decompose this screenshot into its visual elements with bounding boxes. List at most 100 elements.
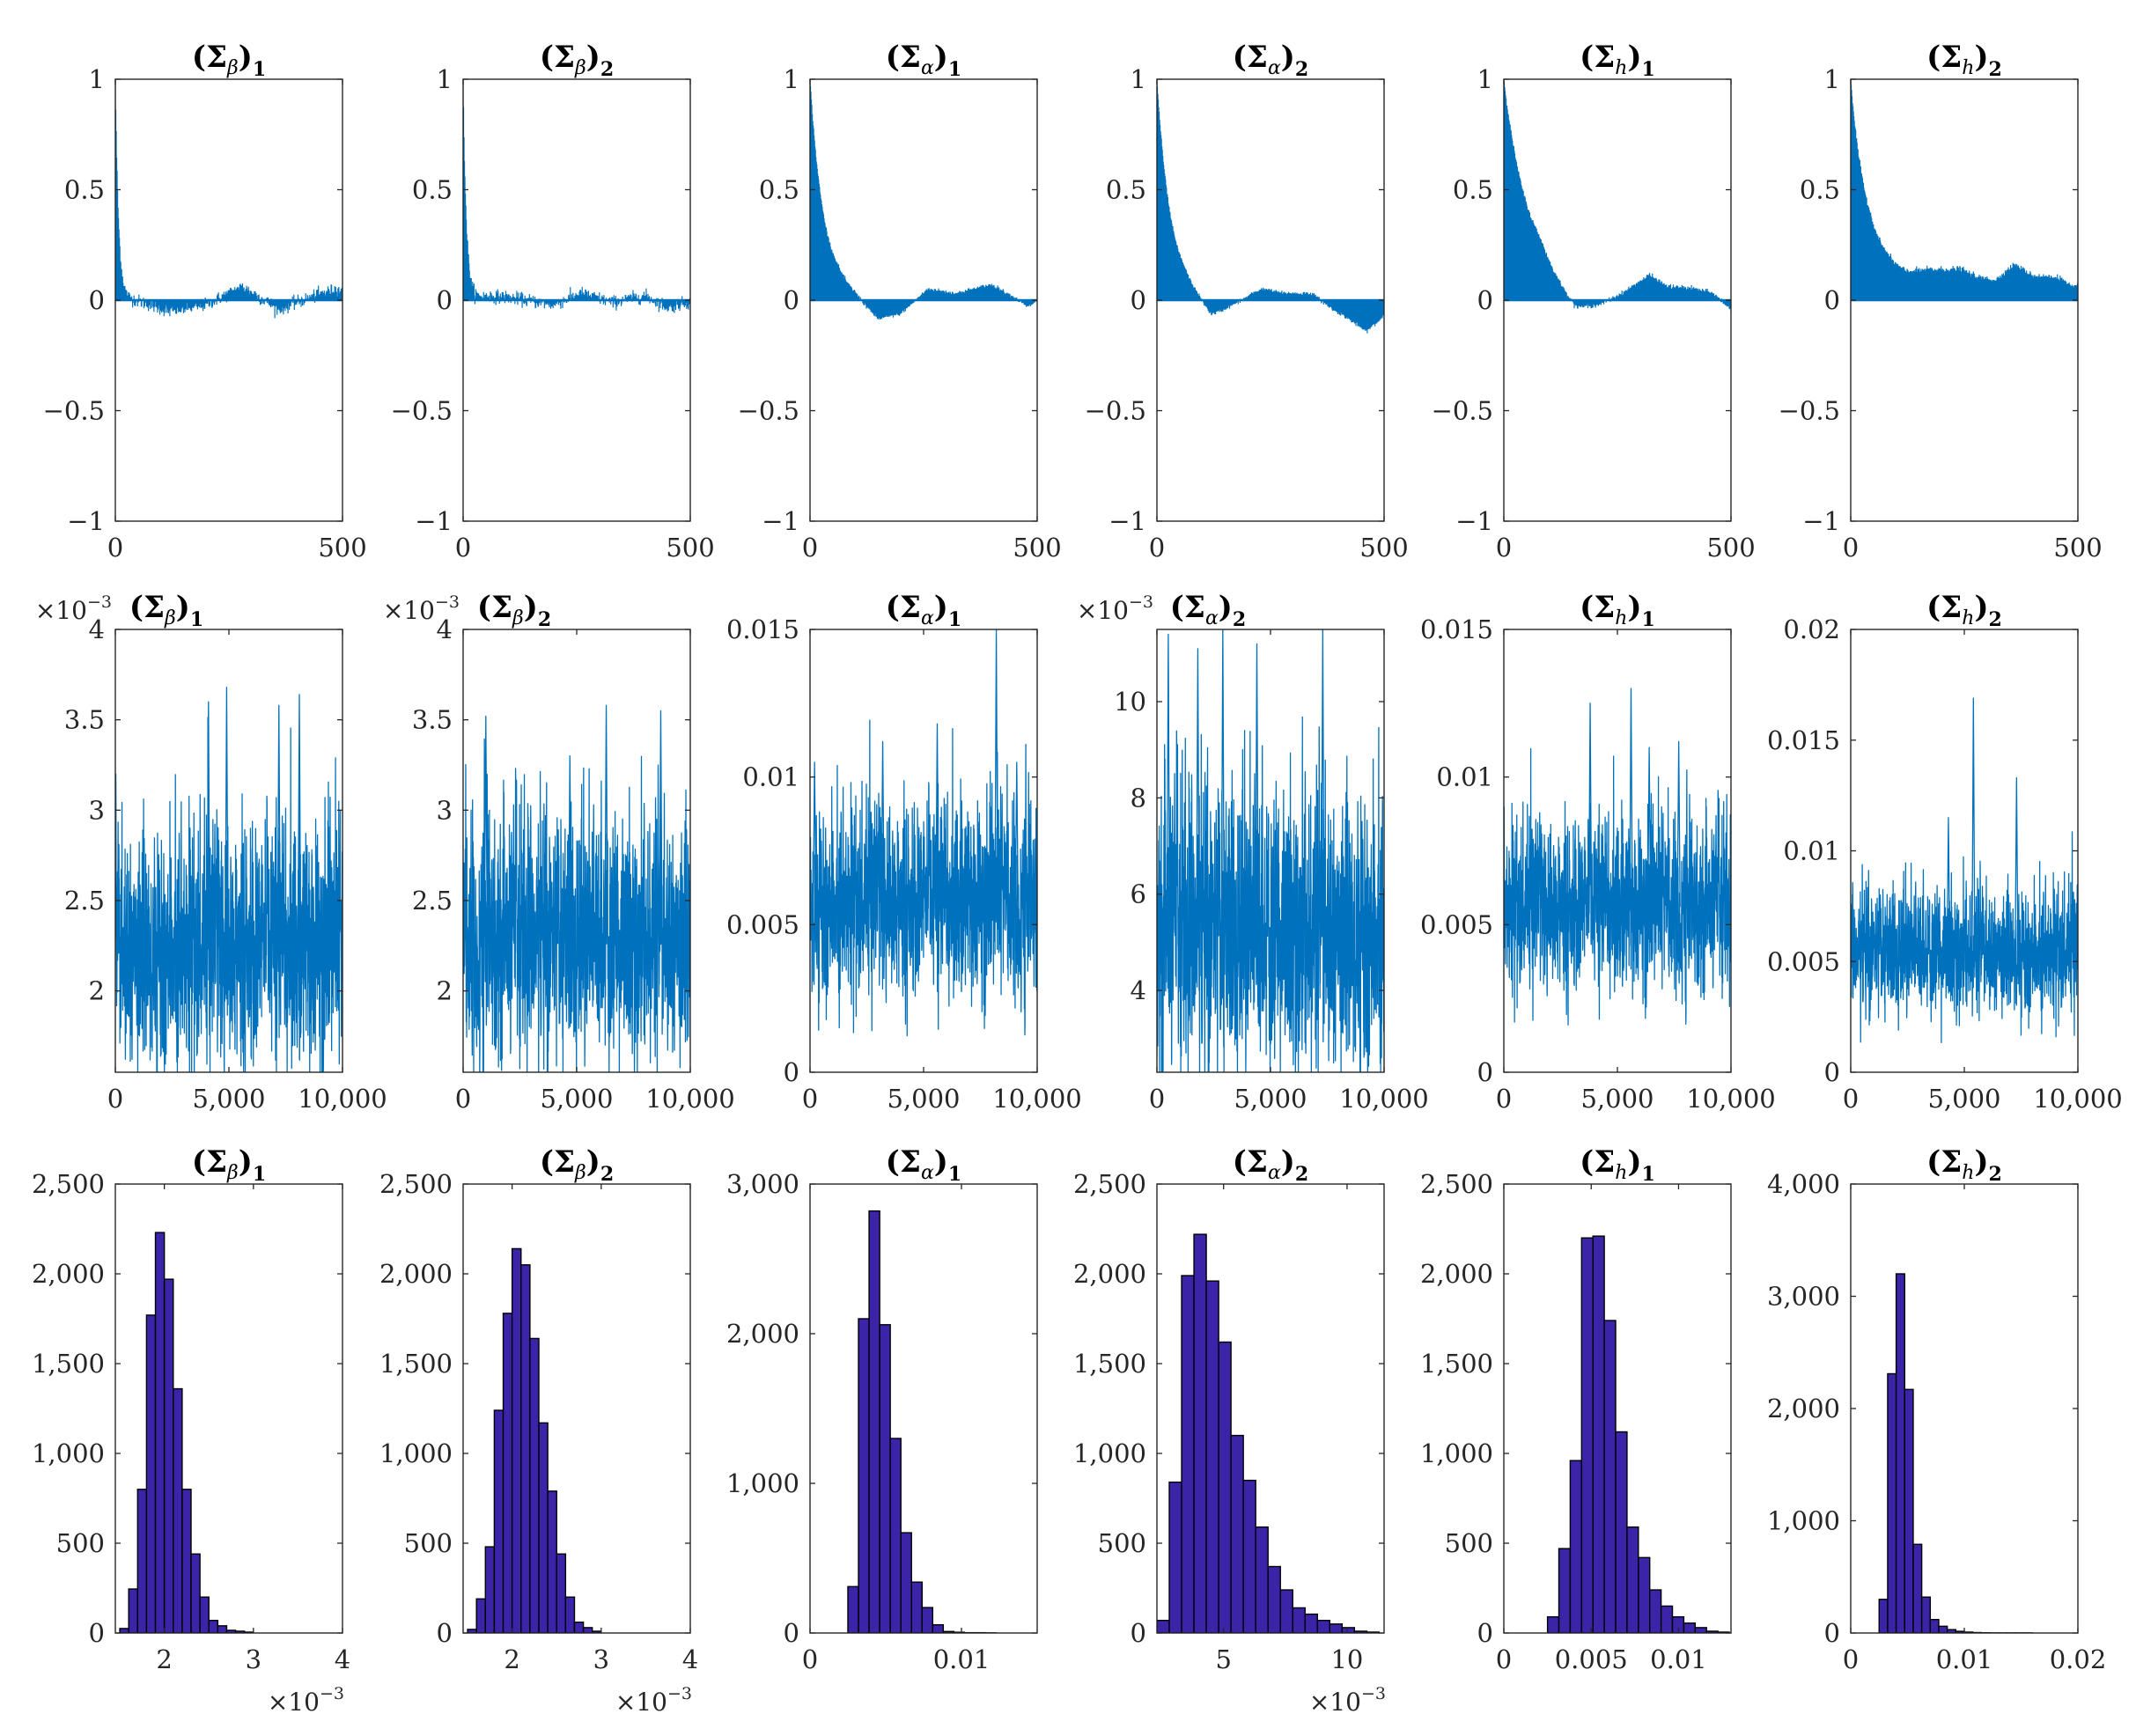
title-index: 2 xyxy=(1295,58,1308,81)
plot-area xyxy=(1504,79,1731,313)
axes-frame xyxy=(1850,1183,2079,1634)
y-tick-label: −1 xyxy=(1109,506,1146,536)
x-tick-label: 0 xyxy=(802,533,818,563)
histogram-bar xyxy=(1255,1526,1269,1633)
histogram-bar xyxy=(1638,1556,1651,1633)
title-subscript: α xyxy=(1268,57,1281,79)
title-subscript: h xyxy=(1615,57,1627,79)
panel-title: (Σβ)1 xyxy=(192,1144,266,1186)
y-tick-label: −1 xyxy=(415,506,453,536)
histogram-bar xyxy=(154,1232,166,1633)
histogram-bar xyxy=(1558,1548,1572,1633)
title-index: 2 xyxy=(1989,1163,2002,1186)
x-tick-label: 500 xyxy=(1013,533,1061,563)
title-symbol: Σ xyxy=(1594,40,1615,75)
chart-trace-panel-3: 0 0.005 0.01 0.015 0 5,000 10,000 (Σα)1 xyxy=(726,590,1082,1114)
title-subscript: h xyxy=(1962,607,1974,629)
title-subscript: α xyxy=(1205,607,1219,629)
y-tick-label: −1 xyxy=(67,506,105,536)
title-index: 2 xyxy=(600,58,614,81)
chart-trace-panel-6: 0 0.005 0.01 0.015 0.02 0 5,000 10,000 (Σh)2 xyxy=(1767,590,2123,1114)
y-tick-label: −0.5 xyxy=(43,396,105,426)
panel-title: (Σh)1 xyxy=(1580,40,1655,81)
y-tick-label: 3 xyxy=(89,795,105,825)
y-tick-label: 1,500 xyxy=(1420,1349,1493,1379)
x-tick-label: 10,000 xyxy=(645,1084,734,1114)
y-tick-label: 0 xyxy=(1477,1618,1493,1648)
y-tick-label: 1 xyxy=(437,64,453,94)
plot-area xyxy=(1851,79,2078,302)
histogram-bar xyxy=(1181,1275,1195,1633)
title-subscript: β xyxy=(164,607,176,629)
histogram-bar xyxy=(932,1623,945,1633)
histogram-bar xyxy=(1569,1460,1583,1633)
y-tick-label: 0 xyxy=(437,285,453,315)
histogram-bar xyxy=(1895,1273,1905,1633)
y-tick-label: 0.01 xyxy=(1436,762,1493,792)
title-symbol: Σ xyxy=(206,40,227,75)
y-tick-label: 1 xyxy=(89,64,105,94)
x-tick-label: 10,000 xyxy=(298,1084,387,1114)
x-tick-label: 0.01 xyxy=(1650,1644,1707,1674)
axis-exponent-label: ×10−3 xyxy=(1309,1684,1386,1717)
title-symbol: Σ xyxy=(900,590,921,625)
histogram-bar xyxy=(208,1620,219,1633)
histogram-bar xyxy=(847,1585,859,1633)
x-tick-label: 500 xyxy=(1706,533,1755,563)
y-tick-label: 1,000 xyxy=(32,1438,105,1468)
histogram-bar xyxy=(475,1598,486,1633)
title-index: 2 xyxy=(1989,608,2002,631)
x-tick-label: 0 xyxy=(107,533,123,563)
title-index: 1 xyxy=(1642,1163,1655,1186)
x-tick-label: 0.02 xyxy=(2050,1644,2107,1674)
title-symbol: Σ xyxy=(1247,1144,1268,1180)
y-tick-label: 500 xyxy=(56,1528,105,1558)
histogram-bar xyxy=(181,1489,192,1633)
y-tick-label: 2 xyxy=(437,976,453,1006)
y-tick-label: 500 xyxy=(404,1528,453,1558)
chart-autocorrelation-panel-4: 10.50−0.5−10 500(Σα)2 xyxy=(1085,40,1409,563)
y-tick-label: 0.5 xyxy=(64,175,105,205)
plot-area xyxy=(810,629,1037,1037)
trace-series xyxy=(1504,688,1731,1026)
x-tick-label: 0 xyxy=(1843,533,1859,563)
acf-stems xyxy=(1157,79,1384,334)
y-tick-label: 0 xyxy=(1477,1057,1493,1087)
histogram-bar xyxy=(1341,1627,1356,1633)
panel-title: (Σh)2 xyxy=(1926,590,2002,631)
y-tick-label: 1,500 xyxy=(1073,1349,1146,1379)
panel-title: (Σh)2 xyxy=(1926,1144,2002,1186)
y-tick-label: 10 xyxy=(1114,687,1146,717)
y-tick-label: 4 xyxy=(437,614,453,644)
histogram-bar xyxy=(556,1553,567,1633)
y-tick-label: 2,500 xyxy=(1073,1169,1146,1199)
histogram-bar xyxy=(1683,1622,1697,1633)
title-subscript: α xyxy=(921,57,934,79)
title-index: 1 xyxy=(1642,58,1655,81)
y-tick-label: 0 xyxy=(1824,1057,1840,1087)
y-tick-label: 1 xyxy=(1477,64,1493,94)
y-tick-label: 0 xyxy=(1477,285,1493,315)
x-tick-label: 0 xyxy=(1496,1084,1512,1114)
axes-frame xyxy=(1156,1183,1385,1634)
x-tick-label: 5,000 xyxy=(1927,1084,2000,1114)
panel-title: (Σβ)1 xyxy=(192,40,266,81)
y-tick-label: 1 xyxy=(1131,64,1146,94)
y-tick-label: 3 xyxy=(437,795,453,825)
x-tick-label: 0 xyxy=(455,533,471,563)
axes-frame xyxy=(462,1183,691,1634)
x-tick-label: 5,000 xyxy=(887,1084,960,1114)
x-tick-label: 5 xyxy=(1215,1644,1231,1674)
x-tick-label: 500 xyxy=(318,533,366,563)
y-tick-label: 3,000 xyxy=(726,1169,799,1199)
x-tick-label: 10,000 xyxy=(1339,1084,1428,1114)
trace-series xyxy=(1851,697,2078,1044)
histogram-bar xyxy=(1929,1618,1940,1633)
histogram-bar xyxy=(1904,1388,1914,1633)
chart-histogram-panel-2: 0 500 1,000 1,500 2,000 2,500 2 3 4 (Σβ)2 ×10−3 xyxy=(379,1144,698,1717)
panel-title: (Σα)2 xyxy=(1233,1144,1308,1186)
y-tick-label: 0.005 xyxy=(1420,909,1493,939)
histogram-bar xyxy=(173,1387,183,1633)
y-tick-label: 2,500 xyxy=(379,1169,453,1199)
axis-exponent-label: ×10−3 xyxy=(615,1684,692,1717)
